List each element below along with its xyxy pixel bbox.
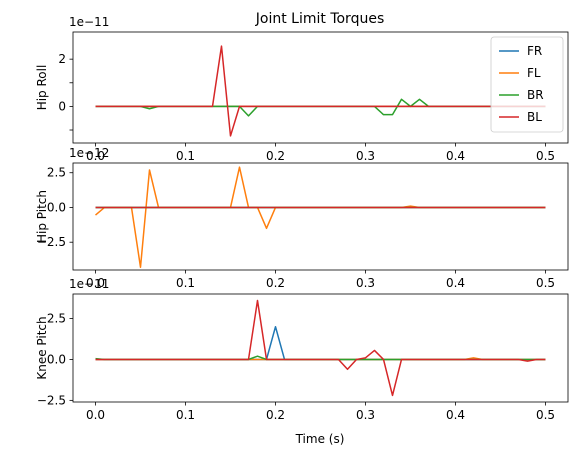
legend-label-bl: BL	[527, 110, 542, 124]
x-tick-label: 0.5	[536, 276, 555, 290]
y-tick-label: 2.5	[47, 166, 66, 180]
legend-frame	[490, 36, 564, 133]
y-tick-label: −2.5	[37, 235, 66, 249]
y-axis-label: Knee Pitch	[35, 316, 49, 379]
axes-frame	[72, 31, 569, 144]
panel-3: 0.0 0.1 0.2 0.3 0.4 0.5 −2.5 0.0 2.5 1e−11 Knee Pi…	[35, 277, 569, 422]
x-tick-label: 0.3	[356, 276, 375, 290]
x-tick-label: 0.1	[176, 276, 195, 290]
legend-label-fr: FR	[527, 44, 542, 58]
panel-1: 0.0 0.1 0.2 0.3 0.4 0.5 0 2 1e−11 Hip Roll FR FL BR B…	[35, 15, 569, 163]
y-axis-label: Hip Pitch	[35, 190, 49, 243]
x-tick-label: 0.5	[536, 408, 555, 422]
y-tick-label: 0.0	[47, 200, 66, 214]
x-tick-label: 0.4	[446, 149, 465, 163]
legend-label-fl: FL	[527, 66, 541, 80]
x-tick-label: 0.2	[266, 408, 285, 422]
x-tick-label: 0.0	[86, 149, 105, 163]
legend-label-br: BR	[527, 88, 544, 102]
y-offset-text: 1e−12	[69, 146, 109, 160]
x-tick-label: 0.1	[176, 149, 195, 163]
x-tick-label: 0.1	[176, 408, 195, 422]
y-tick-label: 0	[58, 99, 66, 113]
series-line-bl	[95, 299, 546, 397]
y-axis-label: Hip Roll	[35, 65, 49, 111]
panels: 0.0 0.1 0.2 0.3 0.4 0.5 0 2 1e−11 Hip Roll FR FL BR B…	[35, 15, 569, 422]
y-tick-label: 2	[58, 52, 66, 66]
x-tick-label: 0.2	[266, 276, 285, 290]
y-offset-text: 1e−11	[69, 15, 109, 29]
x-tick-label: 0.2	[266, 149, 285, 163]
legend: FR FL BR BL	[490, 36, 564, 133]
y-tick-label: 2.5	[47, 312, 66, 326]
x-tick-label: 0.4	[446, 276, 465, 290]
x-tick-label: 0.3	[356, 408, 375, 422]
series-line-bl	[95, 45, 546, 137]
y-tick-label: −2.5	[37, 393, 66, 407]
x-tick-label: 0.4	[446, 408, 465, 422]
y-offset-text: 1e−11	[69, 277, 109, 291]
chart-title: Joint Limit Torques	[255, 11, 384, 27]
x-tick-label: 0.0	[86, 276, 105, 290]
x-axis-label: Time (s)	[295, 432, 345, 446]
y-tick-label: 0.0	[47, 352, 66, 366]
x-tick-label: 0.5	[536, 149, 555, 163]
panel-2: 0.0 0.1 0.2 0.3 0.4 0.5 −2.5 0.0 2.51e−12 Hip Pit…	[35, 146, 569, 290]
axes-frame	[72, 293, 569, 403]
x-tick-label: 0.0	[86, 408, 105, 422]
axes-frame	[72, 162, 569, 271]
x-tick-label: 0.3	[356, 149, 375, 163]
